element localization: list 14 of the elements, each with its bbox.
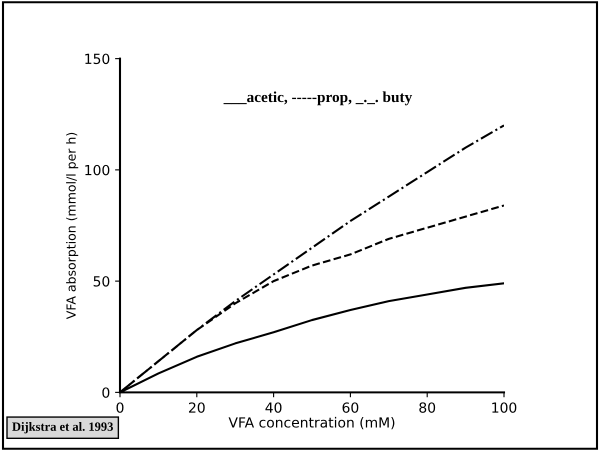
y-tick-label: 100 xyxy=(85,164,110,176)
y-tick-label: 150 xyxy=(85,54,110,64)
x-tick-label: 100 xyxy=(492,402,516,413)
x-axis-title: VFA concentration (mM) xyxy=(228,416,394,430)
x-tick-label: 60 xyxy=(342,402,358,413)
x-tick-label: 40 xyxy=(265,402,282,413)
y-axis-title: VFA absorption (mmol/l per h) xyxy=(66,132,78,320)
text: Dijkstra et al. 1993 xyxy=(12,422,113,434)
x-tick-label: 80 xyxy=(419,402,436,413)
x-tick-label: 0 xyxy=(116,402,124,413)
y-tick-label: 50 xyxy=(94,276,110,287)
x-tick-label: 20 xyxy=(188,402,205,413)
y-tick-label: 0 xyxy=(102,387,110,398)
annotation: ___acetic, -----prop, _._. buty xyxy=(224,91,412,106)
